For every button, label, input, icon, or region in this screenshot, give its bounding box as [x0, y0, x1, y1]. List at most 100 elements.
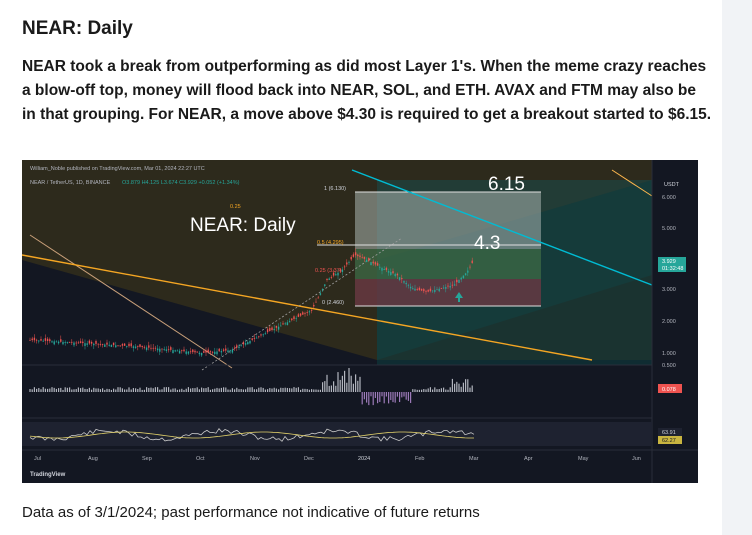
- macd-bar: [330, 385, 332, 392]
- target-box-upper: [355, 192, 541, 249]
- macd-bar: [425, 389, 427, 392]
- macd-bar: [286, 387, 288, 392]
- candle-body: [449, 285, 451, 288]
- candle-body: [33, 337, 36, 341]
- macd-bar: [366, 392, 368, 403]
- candle-body: [205, 350, 207, 353]
- macd-bar: [308, 389, 310, 392]
- macd-badge: [658, 384, 682, 393]
- time-feb: Feb: [415, 456, 424, 462]
- candle-body: [73, 342, 75, 346]
- macd-bar: [214, 388, 216, 392]
- macd-bar: [163, 387, 165, 392]
- candle-body: [200, 352, 203, 356]
- candle-body: [297, 314, 300, 317]
- candle-body: [310, 309, 313, 311]
- macd-bar: [29, 389, 31, 392]
- macd-bar: [75, 389, 77, 392]
- macd-bar: [289, 388, 291, 392]
- macd-bar: [49, 388, 51, 392]
- time-nov: Nov: [250, 456, 260, 462]
- time-2024: 2024: [358, 456, 370, 462]
- macd-bar: [344, 370, 346, 392]
- target-4-3: 4.3: [474, 233, 500, 254]
- macd-bar: [432, 389, 434, 392]
- candle-body: [117, 345, 119, 347]
- macd-bar: [416, 389, 418, 392]
- macd-bar: [328, 385, 330, 392]
- macd-bar: [33, 387, 35, 392]
- macd-bar: [128, 387, 130, 392]
- macd-bar: [271, 388, 273, 392]
- macd-bar: [181, 388, 183, 392]
- macd-bar: [126, 389, 128, 392]
- macd-bar: [44, 388, 46, 392]
- candle-body: [55, 341, 58, 343]
- macd-bar: [313, 389, 315, 392]
- candle-body: [183, 349, 185, 352]
- macd-bar: [401, 392, 403, 398]
- candle-body: [282, 323, 284, 325]
- ohlc-values: O3.879 H4.125 L3.674 C3.929 +0.052 (+1.3…: [122, 180, 240, 186]
- candle-body: [335, 274, 337, 276]
- macd-bar: [242, 389, 244, 392]
- macd-bar: [260, 387, 262, 392]
- time-mar: Mar: [469, 456, 479, 462]
- candle-body: [42, 340, 44, 342]
- macd-bar: [326, 374, 328, 392]
- macd-bar: [247, 387, 249, 392]
- macd-bar: [388, 392, 390, 404]
- candle-body: [460, 277, 462, 280]
- macd-bar: [77, 387, 79, 392]
- macd-bar: [357, 380, 359, 392]
- price-tick-6: 6.000: [662, 195, 676, 201]
- candle-body: [438, 288, 440, 292]
- macd-bar: [223, 387, 225, 392]
- macd-bar: [412, 389, 414, 392]
- candle-body: [352, 254, 355, 257]
- candle-body: [328, 278, 330, 280]
- macd-bar: [438, 388, 440, 392]
- candle-body: [398, 277, 401, 280]
- macd-bar: [264, 389, 266, 392]
- candle-body: [64, 342, 66, 343]
- candle-body: [240, 345, 242, 347]
- macd-bar: [196, 387, 198, 392]
- macd-bar: [119, 387, 121, 392]
- target-6-15: 6.15: [488, 174, 525, 195]
- candle-body: [343, 266, 346, 268]
- candle-body: [150, 347, 152, 349]
- macd-bar: [53, 387, 55, 392]
- candle-body: [374, 262, 377, 265]
- candle-body: [57, 341, 60, 344]
- candle-body: [403, 281, 405, 283]
- macd-bar: [379, 392, 381, 402]
- candle-body: [143, 346, 146, 348]
- candle-body: [181, 350, 183, 352]
- macd-bar: [86, 389, 88, 392]
- candle-body: [185, 351, 187, 354]
- macd-bar: [179, 389, 181, 392]
- candle-body: [178, 350, 181, 354]
- candle-body: [387, 271, 390, 273]
- macd-bar: [368, 392, 370, 406]
- candle-body: [370, 262, 372, 266]
- tradingview-chart[interactable]: William_Noble published on TradingView.c…: [22, 160, 698, 483]
- candle-body: [359, 255, 361, 258]
- candle-body: [128, 343, 130, 347]
- macd-bar: [267, 389, 269, 392]
- candle-body: [84, 343, 86, 347]
- candle-body: [165, 349, 168, 351]
- macd-bar: [339, 379, 341, 392]
- macd-bar: [62, 389, 64, 392]
- macd-bar: [172, 388, 174, 392]
- candle-body: [308, 311, 311, 313]
- candle-body: [396, 273, 399, 276]
- candle-body: [139, 344, 141, 347]
- macd-bar: [403, 392, 405, 397]
- candle-body: [145, 347, 148, 350]
- candle-body: [176, 350, 179, 352]
- published-by: William_Noble published on TradingView.c…: [30, 166, 205, 172]
- macd-bar: [148, 387, 150, 392]
- macd-bar: [198, 389, 200, 392]
